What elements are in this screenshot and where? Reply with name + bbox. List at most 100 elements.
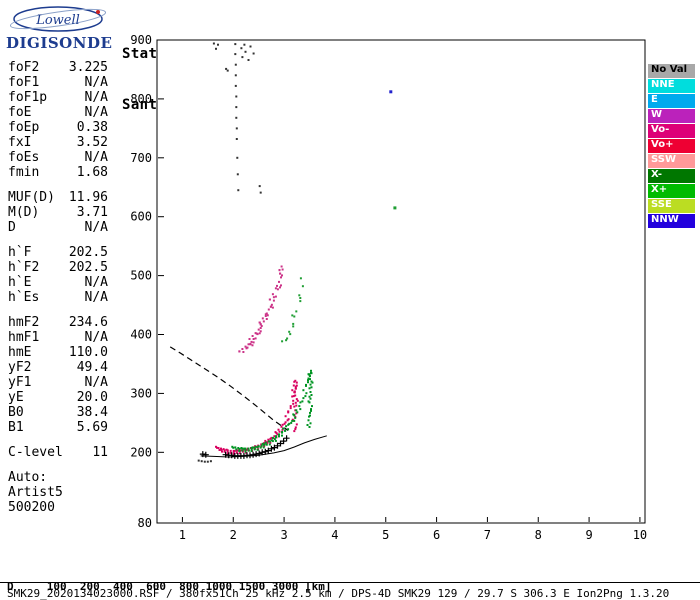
param-row: B1 5.69	[8, 420, 108, 435]
y-axis-tick-label: 900	[130, 33, 152, 47]
param-label: MUF(D)	[8, 190, 55, 205]
param-label: yE	[8, 390, 24, 405]
param-label: B0	[8, 405, 24, 420]
legend-item-sse: SSE	[648, 199, 695, 213]
param-row: foEp 0.38	[8, 120, 108, 135]
param-label: yF1	[8, 375, 32, 390]
param-row: foF2 3.225	[8, 60, 108, 75]
param-label: h`F	[8, 245, 32, 260]
param-value: N/A	[84, 75, 108, 90]
param-value: 49.4	[76, 360, 108, 375]
param-label: fxI	[8, 135, 32, 150]
param-label: 500200	[8, 500, 55, 515]
param-row: h`Es N/A	[8, 290, 108, 305]
param-value: 202.5	[68, 245, 108, 260]
y-axis-tick-label: 700	[130, 151, 152, 165]
param-value: 5.69	[76, 420, 108, 435]
param-group: hmF2 234.6 hmF1 N/A hmE 110.0 yF2 49.4 yF1 N/A yE 2…	[8, 315, 108, 435]
param-row: Auto:	[8, 470, 108, 485]
x-axis-tick-label: 2	[230, 528, 237, 542]
profile-fit-line	[200, 435, 327, 458]
param-label: foEp	[8, 120, 40, 135]
x-axis-tick-label: 10	[633, 528, 647, 542]
param-value: N/A	[84, 275, 108, 290]
param-label: M(D)	[8, 205, 40, 220]
x-axis-tick-label: 8	[535, 528, 542, 542]
param-value: 0.38	[76, 120, 108, 135]
param-value: 38.4	[76, 405, 108, 420]
param-row: D N/A	[8, 220, 108, 235]
param-group: foF2 3.225 foF1 N/A foF1p N/A foE N/A foEp 0.38 fx…	[8, 60, 108, 180]
footer-divider	[0, 582, 700, 583]
param-row: 500200	[8, 500, 108, 515]
x-axis-tick-label: 9	[585, 528, 592, 542]
param-value: N/A	[84, 150, 108, 165]
legend-item-vo+: Vo+	[648, 139, 695, 153]
param-value: 110.0	[68, 345, 108, 360]
param-row: foF1p N/A	[8, 90, 108, 105]
param-label: foF2	[8, 60, 40, 75]
param-row: Artist5	[8, 485, 108, 500]
param-value: N/A	[84, 290, 108, 305]
param-row: h`F 202.5	[8, 245, 108, 260]
param-value: N/A	[84, 105, 108, 120]
x-axis-tick-label: 5	[382, 528, 389, 542]
param-row: foF1 N/A	[8, 75, 108, 90]
param-row: yF2 49.4	[8, 360, 108, 375]
param-label: h`E	[8, 275, 32, 290]
param-row: hmE 110.0	[8, 345, 108, 360]
param-label: hmF1	[8, 330, 40, 345]
speck-green	[393, 206, 397, 210]
param-value: 234.6	[68, 315, 108, 330]
param-label: hmE	[8, 345, 32, 360]
f-trace-x-mode	[231, 369, 314, 453]
param-group: C-level 11	[8, 445, 108, 460]
legend-item-ssw: SSW	[648, 154, 695, 168]
param-label: fmin	[8, 165, 40, 180]
param-group: h`F 202.5 h`F2 202.5 h`E N/A h`Es N/A	[8, 245, 108, 305]
param-label: foF1p	[8, 90, 48, 105]
x-axis-tick-label: 1	[179, 528, 186, 542]
param-label: h`F2	[8, 260, 40, 275]
param-value: 3.71	[76, 205, 108, 220]
legend-item-nne: NNE	[648, 79, 695, 93]
param-label: foEs	[8, 150, 40, 165]
speck-blue	[389, 90, 393, 94]
param-row: hmF2 234.6	[8, 315, 108, 330]
y-axis-tick-label: 400	[130, 328, 152, 342]
param-row: fmin 1.68	[8, 165, 108, 180]
param-value: N/A	[84, 330, 108, 345]
param-label: C-level	[8, 445, 63, 460]
legend-item-e: E	[648, 94, 695, 108]
param-label: foE	[8, 105, 32, 120]
y-axis-tick-label: 800	[130, 92, 152, 106]
param-row: yF1 N/A	[8, 375, 108, 390]
param-label: Artist5	[8, 485, 63, 500]
param-row: h`F2 202.5	[8, 260, 108, 275]
artist-trace-markers	[199, 435, 290, 459]
param-label: yF2	[8, 360, 32, 375]
ionogram-plot-svg: 1 2 3 4 5 6 7 8 9 10 80 200 300 400 500 600 700 800 900	[130, 33, 647, 542]
y-axis-tick-label: 80	[138, 516, 152, 530]
y-axis-tick-label: 300	[130, 386, 152, 400]
lowell-logo-icon: Lowell	[9, 6, 107, 32]
distance-row: D 100 200 400 600 800 1000 1500 3000 [km…	[7, 580, 332, 593]
param-label: B1	[8, 420, 24, 435]
x-axis-tick-label: 4	[331, 528, 338, 542]
y-axis-tick-label: 600	[130, 210, 152, 224]
param-value: 1.68	[76, 165, 108, 180]
param-value: 11	[92, 445, 108, 460]
footer-status-line: SMK29_2020134023000.RSF / 380fx51Ch 25 k…	[7, 587, 670, 600]
param-label: hmF2	[8, 315, 40, 330]
y-axis-tick-label: 500	[130, 269, 152, 283]
legend-item-vo-: Vo-	[648, 124, 695, 138]
second-hop-o-mode	[238, 265, 284, 353]
x-axis-tick-label: 3	[280, 528, 287, 542]
param-row: M(D) 3.71	[8, 205, 108, 220]
muf3000-transmission-curve	[169, 346, 289, 431]
plot-frame	[156, 39, 646, 524]
param-row: yE 20.0	[8, 390, 108, 405]
muf-distance-table: D 100 200 400 600 800 1000 1500 3000 [km…	[7, 552, 338, 600]
param-row: C-level 11	[8, 445, 108, 460]
